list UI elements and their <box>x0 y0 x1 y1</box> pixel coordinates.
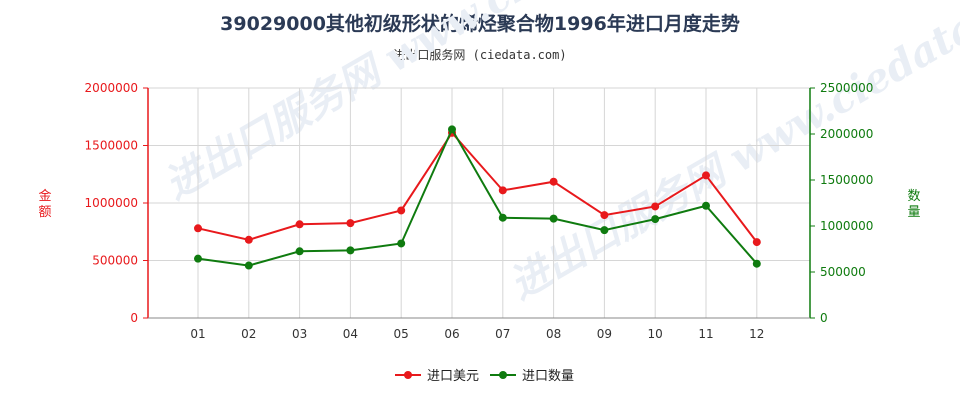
series-1-point <box>397 206 406 215</box>
series-1-point <box>549 177 558 186</box>
series-2-point <box>194 254 202 263</box>
series-1-point <box>600 211 609 220</box>
series-2-point <box>752 259 761 268</box>
x-tick-label: 05 <box>394 327 409 341</box>
series-1-point <box>651 202 660 211</box>
y-right-tick-label: 1000000 <box>820 219 873 233</box>
watermark-text-1: 进出口服务网 www.ciedata.com <box>157 0 733 209</box>
series-2-point <box>549 214 558 223</box>
legend-label: 进口数量 <box>522 369 574 384</box>
y-left-tick-label: 2000000 <box>85 81 138 95</box>
x-tick-label: 02 <box>241 327 256 341</box>
series-line-2 <box>197 127 758 267</box>
series-1-point <box>702 171 710 180</box>
x-tick-label: 01 <box>190 327 205 341</box>
x-tick-label: 10 <box>648 327 663 341</box>
series-2-point <box>397 239 406 248</box>
series-1-point <box>295 220 304 229</box>
y-right-tick-label: 2000000 <box>820 127 873 141</box>
x-tick-label: 03 <box>292 327 307 341</box>
series-1-point <box>346 219 355 228</box>
y-left-axis-title-char: 额 <box>38 205 51 220</box>
legend: 进口美元 进口数量 <box>395 369 574 384</box>
y-left-axis-title: 金额 <box>38 188 51 220</box>
series-line-1 <box>197 131 758 243</box>
x-tick-label: 08 <box>546 327 561 341</box>
chart-subtitle: 进出口服务网 (ciedata.com) <box>393 48 567 62</box>
series-2-point <box>498 213 507 222</box>
legend-swatch-marker <box>404 371 412 379</box>
series-1-point <box>244 235 253 244</box>
y-right-axis-title-char: 数 <box>907 189 920 204</box>
x-tick-label: 06 <box>444 327 459 341</box>
y-right-tick-label: 2500000 <box>820 81 873 95</box>
series-1-point <box>498 186 507 195</box>
y-left-axis-title-char: 金 <box>38 188 51 204</box>
y-right-tick-label: 0 <box>820 311 828 325</box>
y-right-tick-label: 1500000 <box>820 173 873 187</box>
x-tick-label: 09 <box>597 327 612 341</box>
series-2-point <box>346 246 355 255</box>
watermark-layer: 进出口服务网 www.ciedata.com 进出口服务网 www.ciedat… <box>157 0 960 309</box>
y-right-axis-title-char: 量 <box>907 205 920 220</box>
series-2-point <box>702 201 710 210</box>
series-1-point <box>194 224 202 233</box>
series-2-point <box>651 215 660 224</box>
legend-swatch-marker <box>499 371 507 379</box>
x-tick-label: 04 <box>343 327 358 341</box>
axes: 0 500000 1000000 1500000 2000000 0 500000 10000… <box>38 81 920 341</box>
y-left-tick-label: 500000 <box>92 254 138 268</box>
series-2-point <box>448 125 456 134</box>
legend-label: 进口美元 <box>427 369 479 384</box>
y-left-tick-label: 0 <box>130 311 138 325</box>
series-2-point <box>244 261 253 270</box>
series-1-point <box>752 238 761 247</box>
series-layer <box>194 125 761 270</box>
watermark-text-2: 进出口服务网 www.ciedata.com <box>502 0 960 309</box>
x-tick-label: 12 <box>749 327 764 341</box>
series-2-point <box>600 226 609 235</box>
x-tick-label: 07 <box>495 327 510 341</box>
x-tick-label: 11 <box>698 327 713 341</box>
series-2-point <box>295 247 304 256</box>
y-right-tick-label: 500000 <box>820 265 866 279</box>
y-right-axis-title: 数量 <box>907 189 920 220</box>
y-left-tick-label: 1500000 <box>85 139 138 153</box>
y-left-tick-label: 1000000 <box>85 196 138 210</box>
chart-title: 39029000其他初级形状的烯烃聚合物1996年进口月度走势 <box>220 13 740 35</box>
